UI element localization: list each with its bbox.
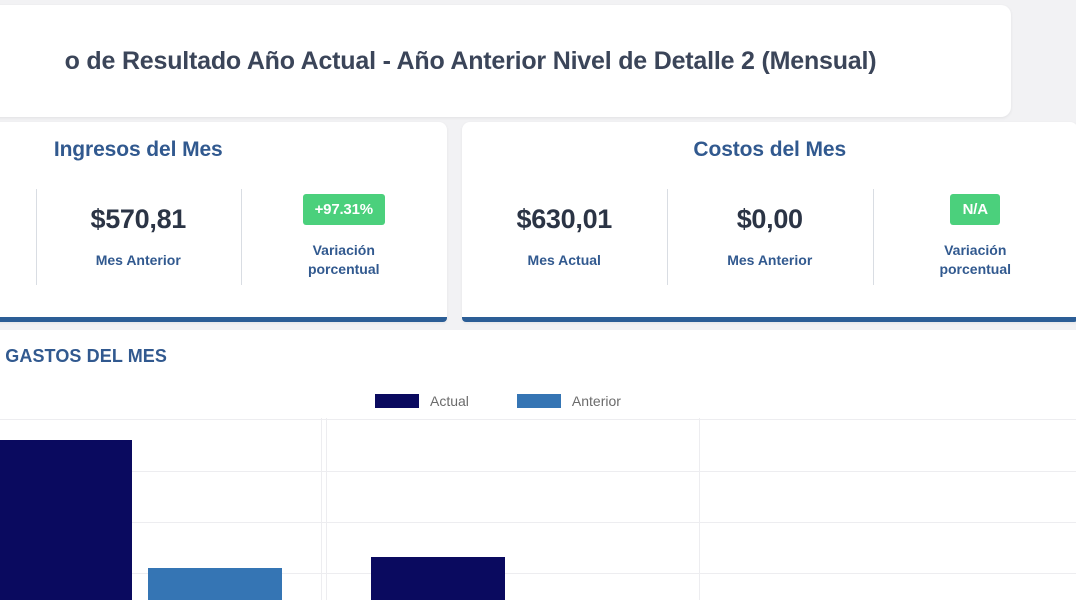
kpi-metrics-group: 6,28 ctual $570,81 Mes Anterior +97.31% … bbox=[0, 162, 447, 317]
metric-label: Mes Actual bbox=[527, 251, 601, 268]
bar-actual-ingresos[interactable] bbox=[0, 440, 132, 600]
legend-label: Actual bbox=[430, 393, 469, 409]
chart-legend: Actual Anterior bbox=[375, 393, 621, 409]
metric-label: Variación porcentual bbox=[939, 242, 1012, 277]
bar-actual-costos[interactable] bbox=[371, 557, 505, 600]
legend-item-anterior[interactable]: Anterior bbox=[516, 393, 621, 409]
gridline-vertical bbox=[699, 418, 700, 600]
kpi-card-ingresos[interactable]: Ingresos del Mes 6,28 ctual $570,81 Mes … bbox=[0, 122, 447, 322]
kpi-card-costos[interactable]: Costos del Mes $630,01 Mes Actual $0,00 … bbox=[461, 122, 1076, 322]
page-title-card: o de Resultado Año Actual - Año Anterior… bbox=[0, 5, 1011, 117]
metric-mes-actual: 6,28 ctual bbox=[0, 187, 36, 287]
metric-mes-anterior: $0,00 Mes Anterior bbox=[667, 187, 873, 287]
metric-mes-anterior: $570,81 Mes Anterior bbox=[35, 187, 242, 287]
kpi-metrics-group: $630,01 Mes Actual $0,00 Mes Anterior N/… bbox=[462, 162, 1076, 317]
kpi-card-title: Ingresos del Mes bbox=[53, 138, 223, 161]
page-title: o de Resultado Año Actual - Año Anterior… bbox=[64, 46, 877, 75]
chart-section-title: S, COSTOS Y GASTOS DEL MES bbox=[0, 346, 168, 366]
gridline-horizontal bbox=[0, 471, 1076, 472]
metric-variacion-porcentual: N/A Variación porcentual bbox=[872, 187, 1076, 287]
kpi-card-row: Ingresos del Mes 6,28 ctual $570,81 Mes … bbox=[0, 122, 1076, 322]
metric-label: Mes Anterior bbox=[95, 251, 181, 268]
legend-label: Anterior bbox=[571, 393, 621, 409]
kpi-card-title: Costos del Mes bbox=[693, 138, 847, 161]
gridline-vertical bbox=[326, 418, 327, 600]
metric-mes-actual: $630,01 Mes Actual bbox=[462, 187, 668, 287]
legend-swatch-icon bbox=[516, 394, 561, 408]
metric-value: $0,00 bbox=[736, 203, 803, 234]
legend-item-actual[interactable]: Actual bbox=[375, 393, 469, 409]
chart-panel: S, COSTOS Y GASTOS DEL MES Actual Anteri… bbox=[0, 330, 1076, 600]
metric-label: Mes Anterior bbox=[727, 251, 813, 268]
variation-badge: +97.31% bbox=[302, 194, 385, 226]
gridline-horizontal bbox=[0, 573, 1076, 574]
metric-variacion-porcentual: +97.31% Variación porcentual bbox=[241, 187, 447, 287]
variation-badge: N/A bbox=[950, 194, 1001, 226]
gridline-vertical bbox=[321, 418, 322, 600]
legend-swatch-icon bbox=[375, 394, 419, 408]
bar-anterior-ingresos[interactable] bbox=[148, 568, 282, 600]
gridline-horizontal bbox=[0, 419, 1076, 420]
gridline-horizontal bbox=[0, 522, 1076, 523]
metric-value: $630,01 bbox=[516, 203, 613, 234]
metric-value: $570,81 bbox=[90, 203, 187, 234]
metric-label: Variación porcentual bbox=[307, 242, 380, 277]
chart-plot-area[interactable] bbox=[0, 418, 1076, 600]
